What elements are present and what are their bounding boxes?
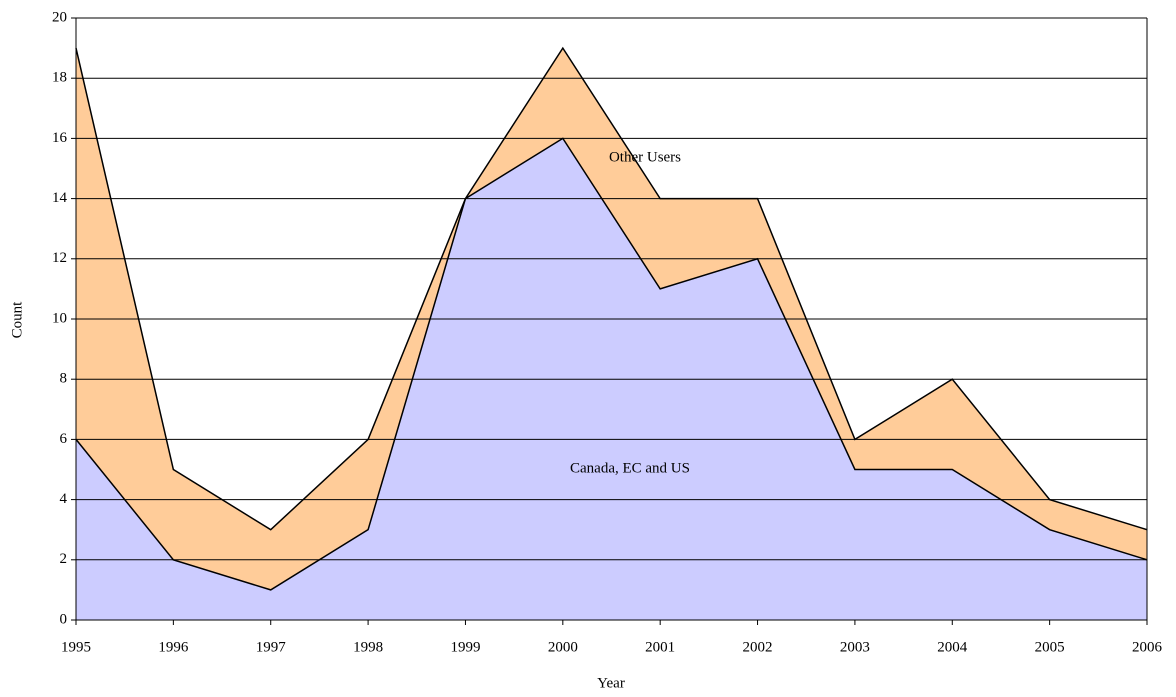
x-tick-label: 1995: [61, 639, 91, 655]
series-label: Canada, EC and US: [570, 460, 690, 476]
y-tick-label: 18: [52, 70, 67, 86]
x-tick-label: 2001: [645, 639, 675, 655]
y-tick-label: 14: [52, 190, 68, 206]
y-axis-label: Count: [9, 301, 25, 339]
y-tick-label: 4: [60, 491, 68, 507]
area: [76, 48, 1147, 590]
x-tick-label: 2006: [1132, 639, 1163, 655]
area-outline: [75, 46, 1148, 531]
area-outline: [75, 137, 1148, 591]
y-tick-label: 0: [60, 611, 68, 627]
y-tick-label: 10: [52, 310, 67, 326]
x-tick-label: 1999: [450, 639, 480, 655]
x-tick-label: 1996: [158, 639, 189, 655]
y-tick-label: 8: [60, 371, 68, 387]
y-tick-label: 20: [52, 9, 67, 25]
y-tick-label: 2: [60, 551, 68, 567]
y-tick-label: 12: [52, 250, 67, 266]
y-tick-label: 6: [60, 431, 68, 447]
x-tick-label: 2002: [743, 639, 773, 655]
x-tick-label: 2004: [937, 639, 968, 655]
series-label: Other Users: [609, 149, 681, 165]
x-axis-label: Year: [597, 675, 625, 691]
x-tick-label: 1997: [256, 639, 287, 655]
x-tick-label: 2003: [840, 639, 870, 655]
y-tick-label: 16: [52, 130, 68, 146]
x-tick-label: 2005: [1035, 639, 1065, 655]
x-tick-label: 1998: [353, 639, 383, 655]
x-tick-label: 2000: [548, 639, 578, 655]
